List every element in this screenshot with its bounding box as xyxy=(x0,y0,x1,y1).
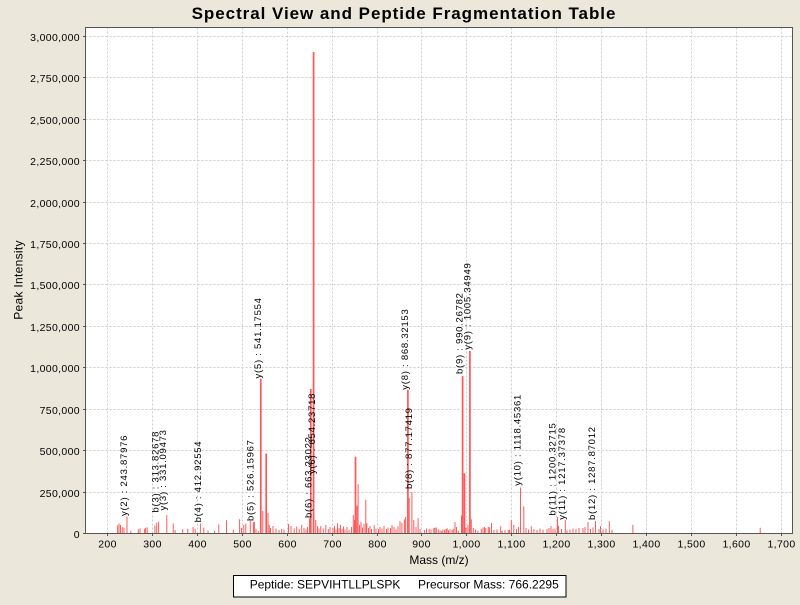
svg-text:1,200: 1,200 xyxy=(542,539,570,551)
svg-text:b(6) : 663.23022: b(6) : 663.23022 xyxy=(304,436,315,518)
svg-text:750,000: 750,000 xyxy=(40,405,80,417)
svg-text:b(5) : 526.15967: b(5) : 526.15967 xyxy=(246,439,257,521)
svg-text:b(3) : 313.82678: b(3) : 313.82678 xyxy=(151,431,162,513)
svg-text:1,700: 1,700 xyxy=(767,539,795,551)
svg-text:250,000: 250,000 xyxy=(40,488,80,500)
svg-text:700: 700 xyxy=(323,539,342,551)
svg-text:y(10) : 1118.45361: y(10) : 1118.45361 xyxy=(513,394,524,486)
svg-text:Precursor Mass: 766.2295: Precursor Mass: 766.2295 xyxy=(418,578,559,592)
svg-text:b(11) : 1200.32715: b(11) : 1200.32715 xyxy=(548,422,559,515)
svg-text:1,500: 1,500 xyxy=(677,539,705,551)
svg-text:b(4) : 412.92554: b(4) : 412.92554 xyxy=(193,441,204,523)
svg-text:1,000: 1,000 xyxy=(452,539,480,551)
svg-text:2,000,000: 2,000,000 xyxy=(30,198,80,210)
svg-text:900: 900 xyxy=(412,539,431,551)
svg-text:y(6) : 654.23718: y(6) : 654.23718 xyxy=(307,393,318,474)
svg-text:1,250,000: 1,250,000 xyxy=(30,322,80,334)
svg-text:2,750,000: 2,750,000 xyxy=(30,73,80,85)
svg-text:y(8) : 868.32153: y(8) : 868.32153 xyxy=(400,309,411,390)
svg-text:Peptide: SEPVIHTLLPLSPK: Peptide: SEPVIHTLLPLSPK xyxy=(250,578,401,592)
svg-text:y(11) : 1217.37378: y(11) : 1217.37378 xyxy=(557,427,568,520)
svg-text:Spectral View and Peptide Frag: Spectral View and Peptide Fragmentation … xyxy=(192,4,617,23)
svg-text:b(9) : 990.26782: b(9) : 990.26782 xyxy=(455,292,466,374)
svg-text:1,750,000: 1,750,000 xyxy=(30,239,80,251)
svg-text:y(2) : 243.87976: y(2) : 243.87976 xyxy=(119,435,130,516)
svg-text:1,000,000: 1,000,000 xyxy=(30,363,80,375)
svg-text:1,400: 1,400 xyxy=(632,539,660,551)
svg-text:1,600: 1,600 xyxy=(722,539,750,551)
svg-text:Peak Intensity: Peak Intensity xyxy=(12,240,26,320)
svg-text:200: 200 xyxy=(98,539,117,551)
svg-text:500: 500 xyxy=(233,539,252,551)
svg-text:600: 600 xyxy=(278,539,297,551)
svg-text:y(3) : 331.09473: y(3) : 331.09473 xyxy=(158,429,169,510)
svg-text:800: 800 xyxy=(368,539,387,551)
svg-text:1,500,000: 1,500,000 xyxy=(30,280,80,292)
svg-text:b(12) : 1287.87012: b(12) : 1287.87012 xyxy=(587,426,598,520)
svg-text:2,250,000: 2,250,000 xyxy=(30,156,80,168)
svg-text:500,000: 500,000 xyxy=(40,446,80,458)
svg-text:b(8) : 877.17419: b(8) : 877.17419 xyxy=(404,407,415,489)
svg-text:2,500,000: 2,500,000 xyxy=(30,115,80,127)
svg-text:0: 0 xyxy=(74,529,80,541)
svg-text:y(5) : 541.17554: y(5) : 541.17554 xyxy=(253,297,264,378)
svg-text:300: 300 xyxy=(143,539,162,551)
svg-text:3,000,000: 3,000,000 xyxy=(30,32,80,44)
svg-text:1,300: 1,300 xyxy=(587,539,615,551)
svg-text:y(9) : 1005.34949: y(9) : 1005.34949 xyxy=(463,262,474,349)
svg-text:400: 400 xyxy=(188,539,207,551)
svg-text:1,100: 1,100 xyxy=(497,539,525,551)
svg-text:Mass (m/z): Mass (m/z) xyxy=(409,553,468,567)
